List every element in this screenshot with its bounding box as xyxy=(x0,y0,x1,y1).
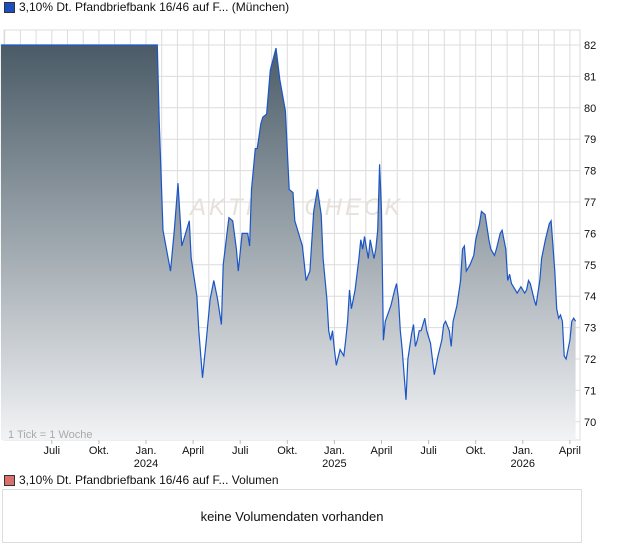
x-tick-label: April xyxy=(370,445,392,457)
x-tick-label: Juli xyxy=(420,445,437,457)
x-tick-label: Jan. xyxy=(324,445,345,457)
y-tick-label: 82 xyxy=(584,40,596,52)
x-tick-label: April xyxy=(559,445,581,457)
y-tick-label: 70 xyxy=(584,417,596,429)
x-tick-label: Okt. xyxy=(89,445,109,457)
tick-note: 1 Tick = 1 Woche xyxy=(8,429,92,441)
x-tick-label: Okt. xyxy=(277,445,297,457)
price-legend: 3,10% Dt. Pfandbriefbank 16/46 auf F... … xyxy=(4,0,289,14)
x-tick-year: 2026 xyxy=(511,458,535,470)
price-chart: 70 71 72 73 74 75 76 77 78 79 80 81 82 AKTIEN CHECK 1 … xyxy=(0,29,596,470)
y-tick-label: 77 xyxy=(584,197,596,209)
y-tick-label: 78 xyxy=(584,166,596,178)
y-tick-label: 76 xyxy=(584,228,596,240)
y-tick-label: 81 xyxy=(584,71,596,83)
y-tick-label: 74 xyxy=(584,291,596,303)
y-tick-label: 72 xyxy=(584,354,596,366)
y-tick-label: 71 xyxy=(584,385,596,397)
price-line xyxy=(0,44,577,400)
x-tick-label: Juli xyxy=(44,445,61,457)
legend-swatch xyxy=(4,474,15,486)
y-tick-label: 73 xyxy=(584,323,596,335)
x-tick-year: 2025 xyxy=(322,458,346,470)
volume-panel: keine Volumendaten vorhanden xyxy=(2,489,582,543)
legend-swatch xyxy=(4,1,15,13)
x-tick-label: Jan. xyxy=(136,445,157,457)
volume-legend-label: 3,10% Dt. Pfandbriefbank 16/46 auf F... … xyxy=(19,473,279,487)
x-tick-year: 2024 xyxy=(134,458,158,470)
y-tick-label: 80 xyxy=(584,103,596,115)
watermark: AKTIEN CHECK xyxy=(188,194,403,221)
x-tick-label: Jan. xyxy=(512,445,533,457)
volume-legend: 3,10% Dt. Pfandbriefbank 16/46 auf F... … xyxy=(4,473,279,487)
y-tick-label: 79 xyxy=(584,134,596,146)
x-tick-label: Okt. xyxy=(466,445,486,457)
volume-empty-message: keine Volumendaten vorhanden xyxy=(200,508,384,524)
x-tick-label: April xyxy=(182,445,204,457)
price-area xyxy=(0,45,576,440)
y-tick-label: 75 xyxy=(584,260,596,272)
legend-label: 3,10% Dt. Pfandbriefbank 16/46 auf F... … xyxy=(19,0,290,14)
x-tick-label: Juli xyxy=(232,445,249,457)
